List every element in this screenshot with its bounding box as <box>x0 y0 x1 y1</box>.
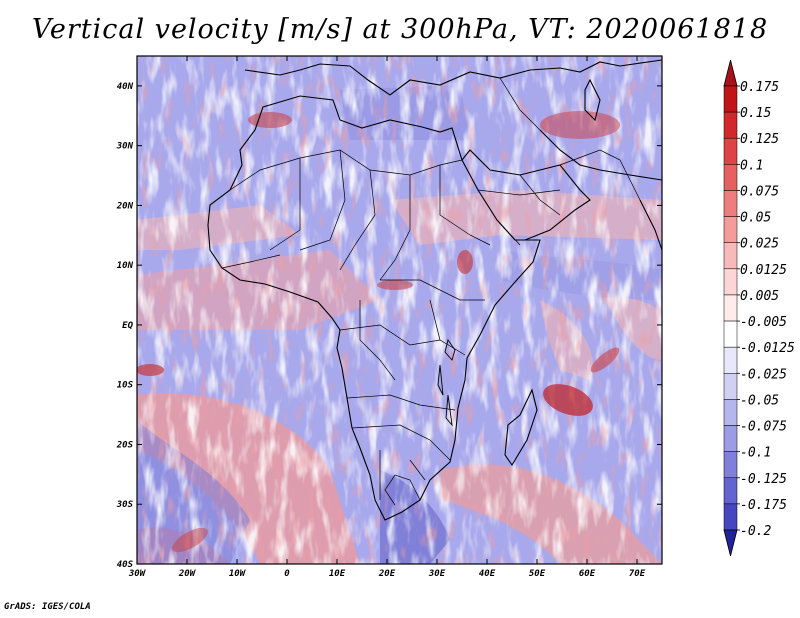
lon-tick-label: 20W <box>178 569 197 579</box>
lon-tick-label: 0 <box>284 569 290 579</box>
colorbar-label: 0.0125 <box>740 263 787 278</box>
great-lakes <box>437 338 456 427</box>
lon-tick-label: 30E <box>428 569 446 579</box>
colorbar-label: 0.125 <box>740 132 779 147</box>
lat-tick-label: EQ <box>122 321 133 331</box>
colorbar-label: -0.2 <box>740 524 771 539</box>
colorbar-label: 0.005 <box>740 289 779 304</box>
lat-tick-label: 10S <box>117 381 134 391</box>
map-frame <box>136 55 663 565</box>
lat-tick-label: 20N <box>116 201 134 211</box>
lat-tick-label: 30S <box>116 500 134 510</box>
gulf-coastline <box>539 129 662 181</box>
lon-tick-label: 50E <box>529 569 546 579</box>
lat-tick-label: 40S <box>117 560 134 570</box>
caspian-coastline <box>584 78 601 122</box>
lat-tick-label: 20S <box>116 440 134 450</box>
colorbar-label: -0.1 <box>740 446 771 461</box>
colorbar-segment <box>723 137 738 165</box>
colorbar-label: -0.0125 <box>740 341 795 356</box>
colorbar-segment <box>723 216 738 243</box>
colorbar-segment <box>723 425 738 452</box>
colorbar-segment <box>723 164 738 191</box>
colorbar-segment <box>723 503 738 531</box>
colorbar-label: 0.15 <box>740 106 771 121</box>
colorbar-segment <box>723 190 738 217</box>
lat-tick-label: 30N <box>116 142 134 152</box>
colorbar-segment <box>723 294 738 322</box>
colorbar-segment <box>723 242 738 270</box>
europe-coastline <box>244 59 662 96</box>
lon-tick-label: 60E <box>579 569 596 579</box>
lon-tick-label: 10E <box>329 569 346 579</box>
colorbar-segment <box>723 451 738 479</box>
colorbar-bottom-arrow <box>723 529 738 557</box>
colorbar-label: -0.075 <box>740 420 787 435</box>
colorbar-segment <box>723 399 738 426</box>
lon-tick-label: 30W <box>128 569 147 579</box>
colorbar-segment <box>723 111 738 139</box>
madagascar-coastline <box>504 388 538 467</box>
credit-text: GrADS: IGES/COLA <box>4 602 91 612</box>
lon-tick-label: 40E <box>479 569 496 579</box>
colorbar-label: -0.005 <box>740 315 787 330</box>
country-borders <box>221 77 641 506</box>
colorbar-segment <box>723 268 738 296</box>
lon-tick-label: 10W <box>229 569 247 579</box>
colorbar-label: -0.175 <box>740 498 787 513</box>
india-coastline <box>639 199 662 251</box>
colorbar-top-arrow <box>723 59 738 87</box>
colorbar-segment <box>723 373 738 400</box>
lon-tick-label: 20E <box>378 569 396 579</box>
colorbar-label: 0.175 <box>740 80 779 95</box>
lat-tick-label: 40N <box>117 82 134 92</box>
colorbar-segment <box>723 346 738 374</box>
colorbar-label: -0.125 <box>740 472 787 487</box>
colorbar-label: -0.025 <box>740 367 787 382</box>
arabia-coastline <box>461 149 591 241</box>
colorbar-label: 0.025 <box>740 237 779 252</box>
vertical-velocity-field <box>137 56 662 564</box>
colorbar-label: 0.05 <box>740 211 771 226</box>
colorbar-label: -0.05 <box>740 393 779 408</box>
map-title: Vertical velocity [m/s] at 300hPa, VT: 2… <box>31 14 769 45</box>
colorbar-segment <box>723 85 738 113</box>
colorbar-segment <box>723 320 738 348</box>
colorbar-label: 0.1 <box>740 158 763 173</box>
colorbar-label: 0.075 <box>740 184 779 199</box>
lat-tick-label: 10N <box>117 261 134 271</box>
colorbar-segment <box>723 477 738 505</box>
lon-tick-label: 70E <box>629 569 646 579</box>
